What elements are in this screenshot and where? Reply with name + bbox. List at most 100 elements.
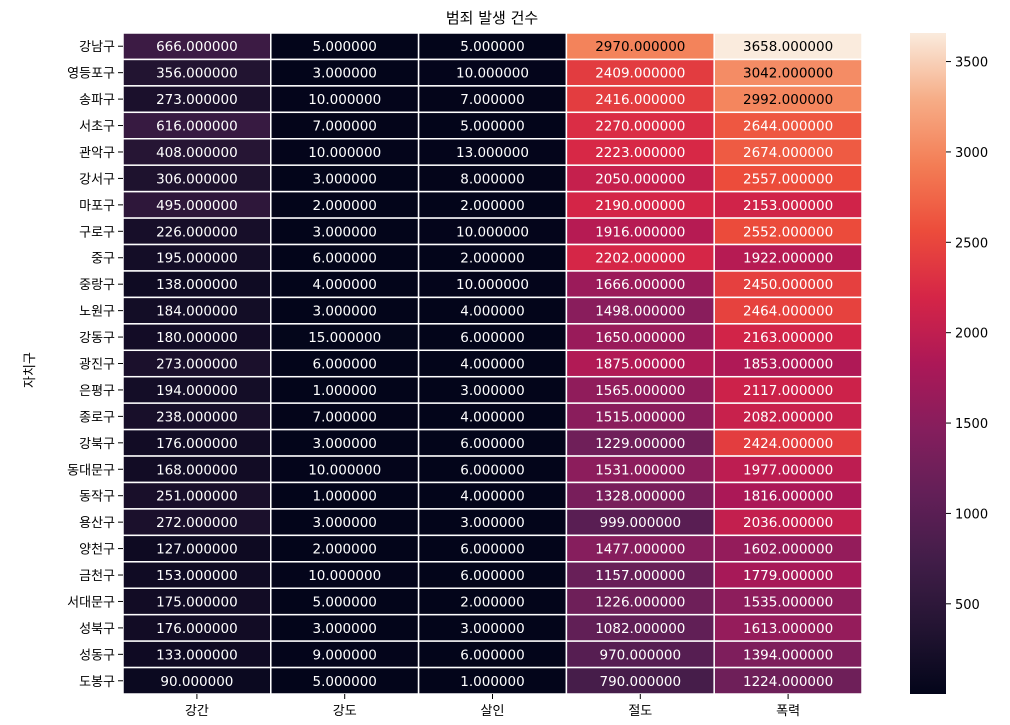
cell-value-label: 2992.000000 [743,92,833,108]
heatmap-cell [270,217,420,246]
heatmap-cell [565,296,715,325]
cell-value-label: 1853.000000 [743,357,833,373]
colorbar-tick-label: 500 [955,598,980,613]
y-tick-label: 서초구 [79,120,115,135]
cell-value-label: 6.000000 [460,542,524,558]
heatmap-cell [713,243,863,272]
heatmap-cell [270,561,420,589]
heatmap-cell [270,138,420,166]
cell-value-label: 226.000000 [156,224,238,240]
cell-value-label: 1498.000000 [595,304,685,320]
cell-value-label: 1394.000000 [743,647,833,663]
cell-value-label: 2.000000 [460,251,524,267]
heatmap-cell [270,613,420,642]
y-tick-label: 광진구 [79,358,115,373]
cell-value-label: 616.000000 [156,119,238,135]
cell-value-label: 133.000000 [156,647,238,663]
heatmap-cell [122,375,272,404]
cell-value-label: 6.000000 [312,251,376,267]
cell-value-label: 2.000000 [460,198,524,214]
x-tick-label: 살인 [481,704,505,719]
cell-value-label: 1816.000000 [743,489,833,505]
cell-value-label: 1602.000000 [743,542,833,558]
heatmap-cell [417,587,568,616]
cell-value-label: 194.000000 [156,383,238,399]
colorbar-tick-label: 3500 [955,56,988,71]
y-tick-label: 영등포구 [67,67,115,82]
heatmap-cell [270,481,420,510]
cell-value-label: 1328.000000 [595,489,685,505]
heatmap-cell [417,375,568,404]
cell-value-label: 408.000000 [156,145,238,161]
cell-value-label: 10.000000 [308,92,381,108]
cell-value-label: 3042.000000 [743,66,833,82]
cell-value-label: 2674.000000 [743,145,833,161]
cell-value-label: 127.000000 [156,542,238,558]
cell-value-label: 5.000000 [312,674,376,690]
cell-value-label: 1477.000000 [595,542,685,558]
heatmap-cell [713,428,863,457]
heatmap-cell [122,190,272,219]
cell-value-label: 6.000000 [460,568,524,584]
cell-value-label: 3.000000 [312,224,376,240]
cell-value-label: 5.000000 [460,39,524,55]
cell-value-label: 7.000000 [460,92,524,108]
heatmap-cells [122,32,863,695]
cell-value-label: 251.000000 [156,489,238,505]
cell-value-label: 6.000000 [460,330,524,346]
cell-value-label: 2117.000000 [743,383,833,399]
heatmap-cell-labels: 666.000000 5.000000 5.000000 2970.000000 365… [156,39,833,690]
cell-value-label: 2970.000000 [595,39,685,55]
y-tick-label: 종로구 [79,410,115,425]
cell-value-label: 3.000000 [312,436,376,452]
cell-value-label: 13.000000 [456,145,529,161]
heatmap-cell [270,270,420,299]
cell-value-label: 272.000000 [156,515,238,531]
cell-value-label: 1515.000000 [595,409,685,425]
cell-value-label: 90.000000 [160,674,233,690]
cell-value-label: 6.000000 [460,436,524,452]
heatmap-cell [417,481,568,510]
cell-value-label: 2464.000000 [743,304,833,320]
cell-value-label: 3.000000 [312,515,376,531]
cell-value-label: 168.000000 [156,462,238,478]
cell-value-label: 15.000000 [308,330,381,346]
heatmap-cell [713,164,863,193]
cell-value-label: 1916.000000 [595,224,685,240]
cell-value-label: 2409.000000 [595,66,685,82]
cell-value-label: 153.000000 [156,568,238,584]
cell-value-label: 195.000000 [156,251,238,267]
cell-value-label: 5.000000 [460,119,524,135]
heatmap-cell [565,164,715,193]
y-tick-label: 양천구 [79,543,115,558]
heatmap-cell [417,561,568,589]
y-tick-label: 노원구 [79,305,115,320]
heatmap-cell [713,561,863,589]
cell-value-label: 2190.000000 [595,198,685,214]
cell-value-label: 238.000000 [156,409,238,425]
heatmap-cell [122,296,272,325]
cell-value-label: 2163.000000 [743,330,833,346]
cell-value-label: 2450.000000 [743,277,833,293]
y-tick-label: 도봉구 [79,675,115,690]
cell-value-label: 999.000000 [600,515,682,531]
heatmap-cell [565,349,715,378]
y-axis-ticks: 강남구영등포구송파구서초구관악구강서구마포구구로구중구중랑구노원구강동구광진구은… [67,40,123,690]
heatmap-cell [270,375,420,404]
heatmap-cell [565,85,715,114]
cell-value-label: 970.000000 [600,647,682,663]
heatmap-cell [417,138,568,166]
cell-value-label: 180.000000 [156,330,238,346]
heatmap-cell [270,428,420,457]
cell-value-label: 1875.000000 [595,357,685,373]
heatmap-cell [713,587,863,616]
heatmap-cell [713,481,863,510]
cell-value-label: 7.000000 [312,119,376,135]
y-axis-label: 자치구 [23,352,38,388]
cell-value-label: 2644.000000 [743,119,833,135]
y-tick-label: 중구 [91,252,115,267]
heatmap-cell [565,428,715,457]
heatmap-cell [122,534,272,563]
heatmap-cell [270,243,420,272]
